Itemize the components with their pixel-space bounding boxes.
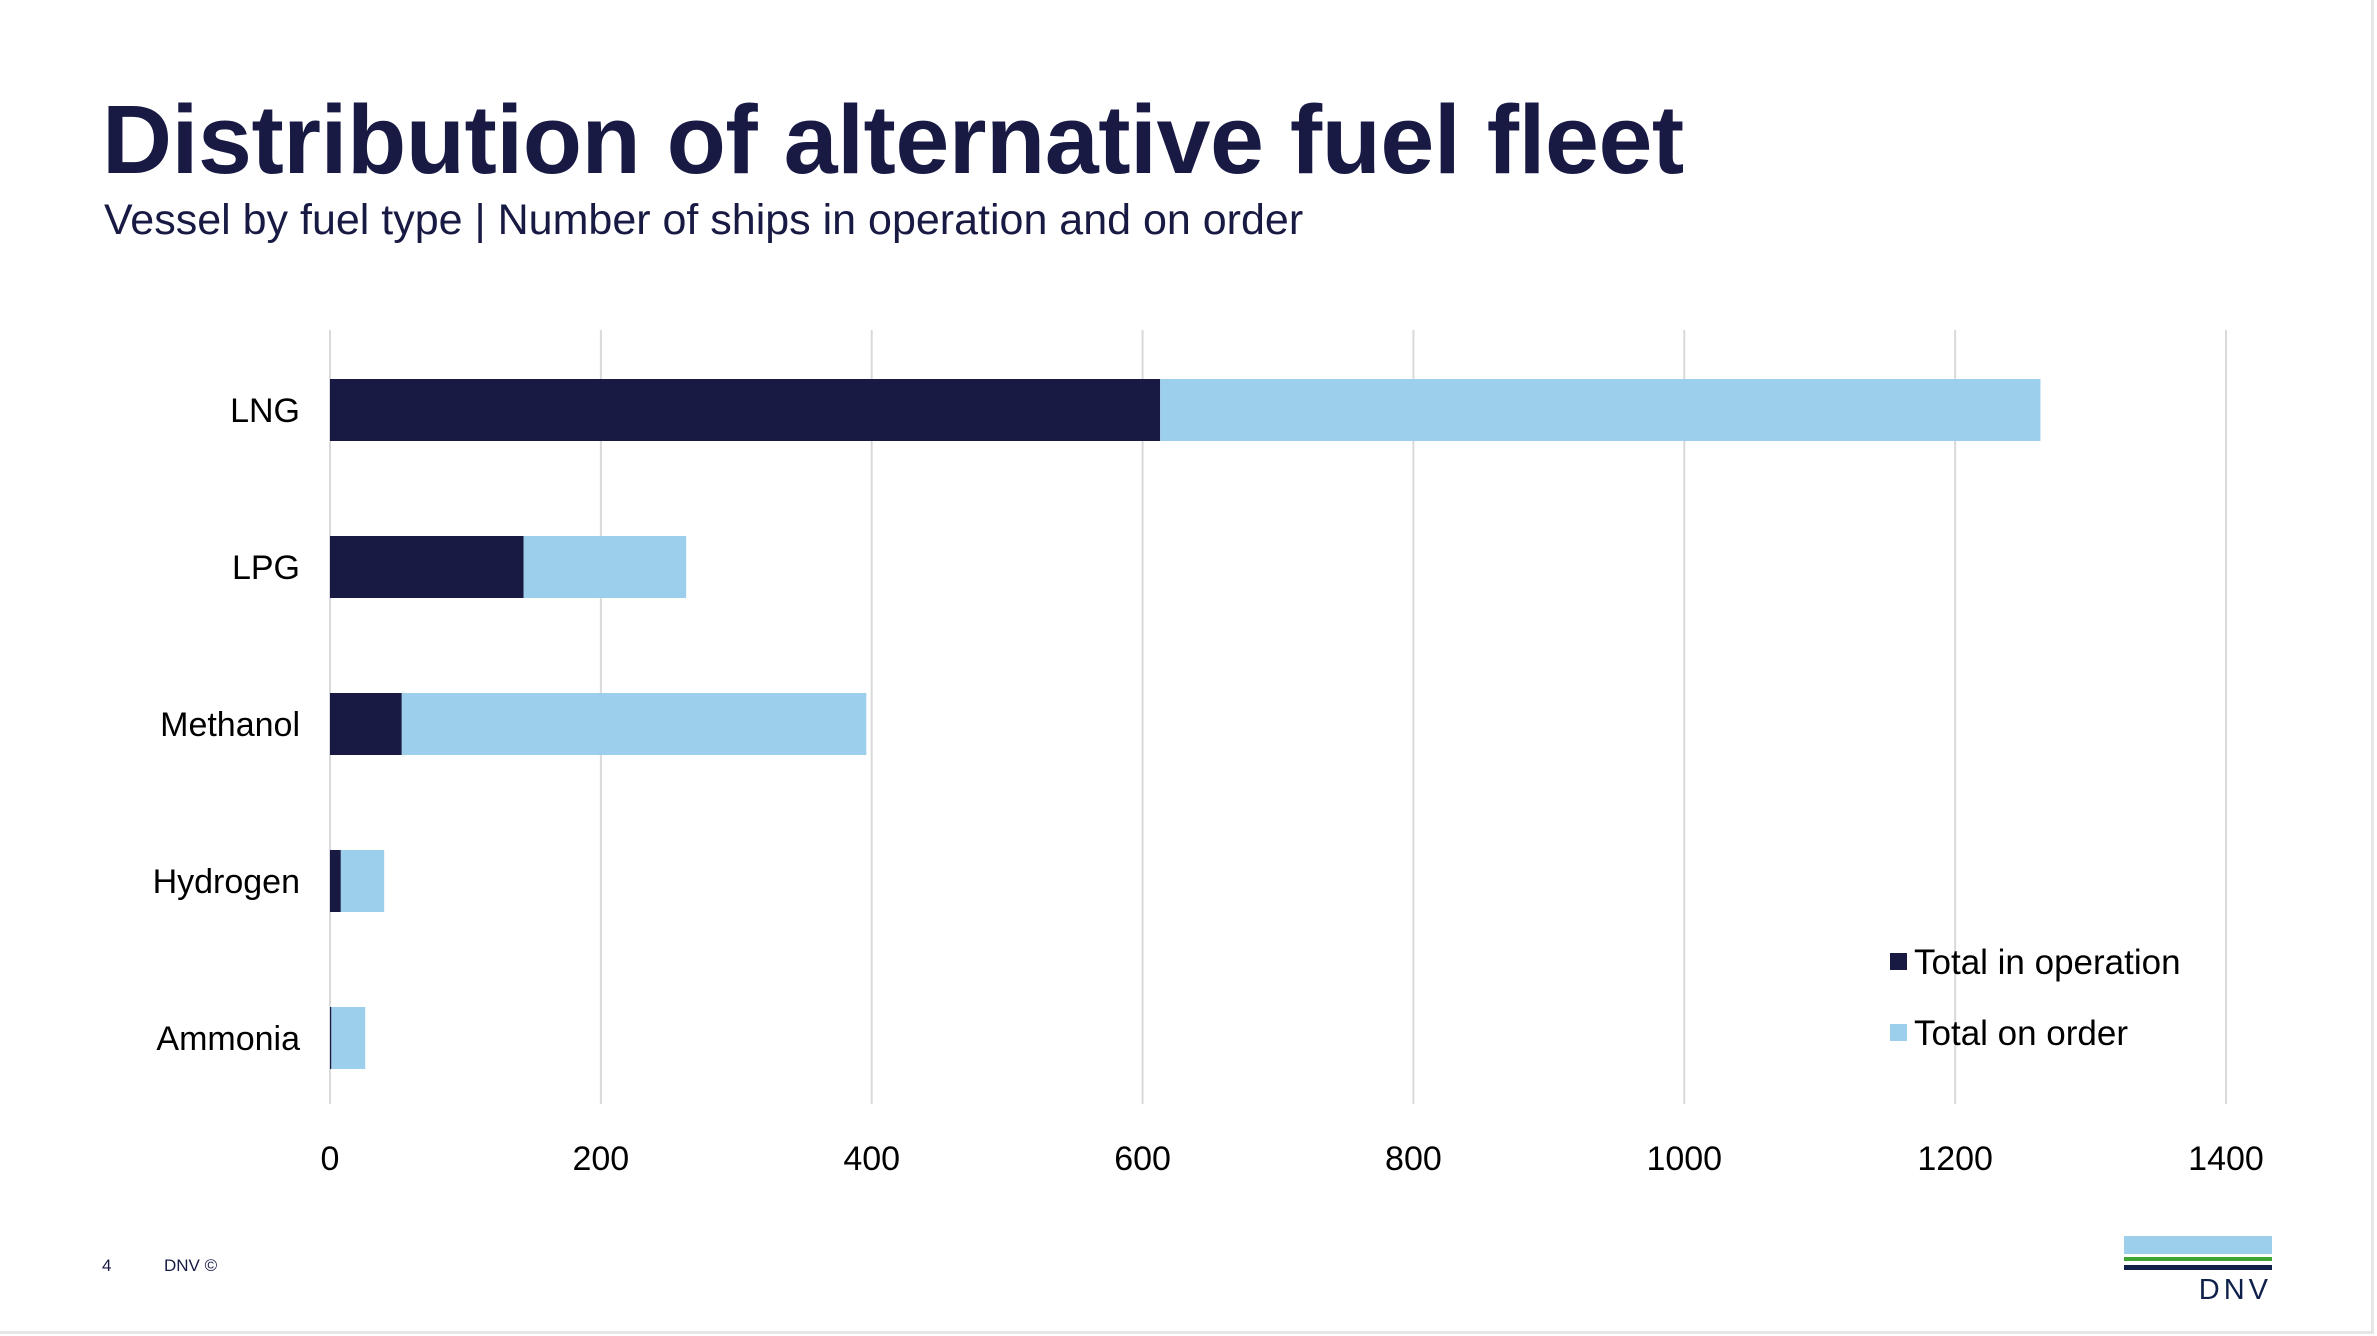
category-label: Ammonia	[156, 1020, 300, 1058]
category-label: LNG	[230, 392, 300, 430]
bar-in-operation-lpg	[330, 536, 524, 598]
bar-in-operation-methanol	[330, 693, 402, 755]
bar-in-operation-lng	[330, 379, 1161, 441]
legend-swatch	[1890, 1024, 1907, 1041]
category-label: LPG	[232, 549, 300, 587]
logo-band-green	[2124, 1257, 2272, 1261]
x-tick-label: 400	[843, 1140, 900, 1178]
bar-on-order-hydrogen	[340, 850, 385, 912]
x-tick-label: 1400	[2188, 1140, 2264, 1178]
logo-band-light-blue	[2124, 1236, 2272, 1254]
legend-label: Total in operation	[1914, 943, 2181, 982]
x-tick-label: 600	[1114, 1140, 1171, 1178]
logo-wordmark: DNV	[2198, 1274, 2272, 1306]
slide-subtitle: Vessel by fuel type | Number of ships in…	[104, 196, 1304, 244]
legend-label: Total on order	[1914, 1014, 2128, 1053]
copyright-text: DNV ©	[164, 1256, 218, 1275]
x-tick-label: 800	[1385, 1140, 1442, 1178]
x-tick-label: 1200	[1917, 1140, 1993, 1178]
dnv-logo: DNV	[2124, 1236, 2272, 1306]
x-tick-label: 1000	[1646, 1140, 1722, 1178]
x-tick-label: 200	[572, 1140, 629, 1178]
category-label: Hydrogen	[153, 863, 300, 901]
bar-in-operation-hydrogen	[330, 850, 341, 912]
bar-on-order-ammonia	[331, 1007, 366, 1069]
x-tick-label: 0	[321, 1140, 340, 1178]
bar-in-operation-ammonia	[330, 1007, 332, 1069]
slide-title: Distribution of alternative fuel fleet	[102, 85, 1684, 194]
bar-on-order-methanol	[401, 693, 867, 755]
bar-on-order-lpg	[523, 536, 687, 598]
page-number: 4	[102, 1256, 112, 1275]
legend-swatch	[1890, 953, 1907, 970]
category-label: Methanol	[160, 706, 300, 744]
logo-band-navy	[2124, 1265, 2272, 1270]
bar-on-order-lng	[1160, 379, 2041, 441]
